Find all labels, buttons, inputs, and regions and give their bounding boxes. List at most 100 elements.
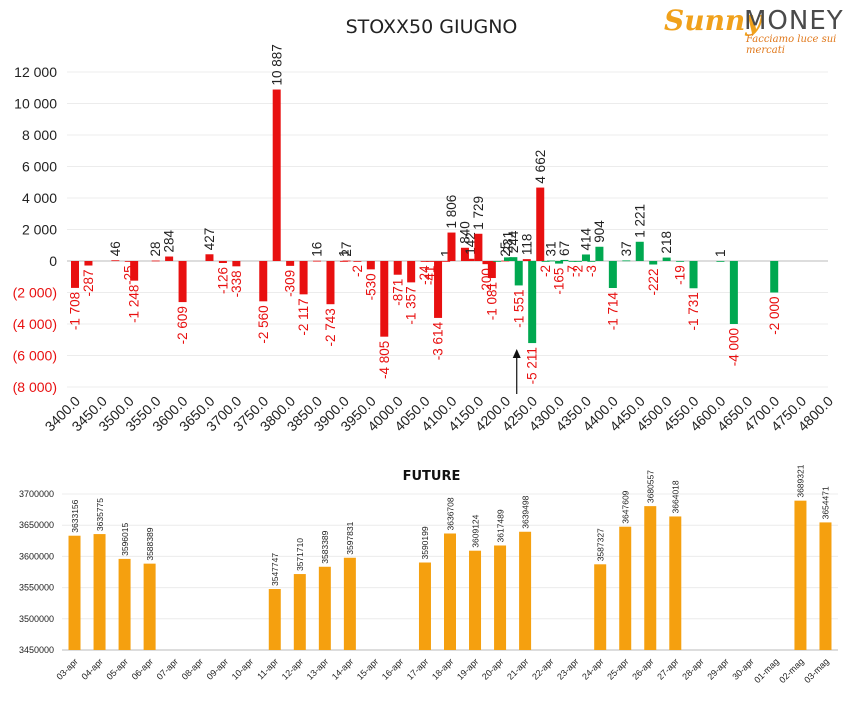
bar <box>151 260 160 262</box>
bar <box>339 260 348 262</box>
bar <box>770 261 779 293</box>
bar <box>482 261 491 265</box>
bar <box>442 260 451 262</box>
bar <box>794 500 807 650</box>
data-label: 67 <box>557 241 572 256</box>
y-tick-label: 10 000 <box>14 96 57 112</box>
bar <box>343 557 356 650</box>
data-label: -7 <box>565 265 580 277</box>
data-label: 3609124 <box>470 514 480 547</box>
bar <box>393 261 402 275</box>
bar <box>649 261 658 265</box>
data-label: 1 221 <box>632 204 647 238</box>
bar <box>509 257 518 261</box>
data-label: 284 <box>162 230 177 253</box>
data-label: 414 <box>579 227 594 250</box>
bar <box>662 257 671 261</box>
data-label: 4 662 <box>533 150 548 184</box>
data-label: 231 <box>501 231 516 254</box>
logo-tagline: Facciamo luce sui mercati <box>746 34 837 56</box>
data-label: -2 <box>350 265 365 277</box>
data-label: 3596015 <box>120 523 130 556</box>
data-label: -4 000 <box>726 328 741 366</box>
x-tick-label: 15-apr <box>355 656 380 681</box>
bar <box>568 261 577 262</box>
data-label: 3635775 <box>95 498 105 531</box>
data-label: -222 <box>646 268 661 295</box>
data-label: 244 <box>506 230 521 253</box>
data-label: 3597831 <box>345 521 355 554</box>
y-tick-label: 12 000 <box>14 64 57 80</box>
bar <box>205 254 214 261</box>
bar <box>560 259 569 261</box>
bar <box>819 522 832 650</box>
data-label: 1 729 <box>471 196 486 230</box>
bar <box>318 566 331 650</box>
bar <box>622 260 631 262</box>
data-label: 28 <box>148 242 163 257</box>
data-label: -530 <box>363 273 378 300</box>
x-tick-label: 06-apr <box>130 656 155 681</box>
data-label: 218 <box>659 231 674 254</box>
x-tick-label: 07-apr <box>155 656 180 681</box>
x-tick-label: 03-apr <box>54 656 79 681</box>
chart-title-future: FUTURE <box>402 469 461 484</box>
bar <box>407 261 416 283</box>
bar <box>474 233 483 261</box>
bar <box>676 261 685 262</box>
data-label: 3590199 <box>420 526 430 559</box>
bar <box>494 545 507 650</box>
y-tick-label: 3550000 <box>19 583 54 593</box>
bar <box>608 261 617 288</box>
data-label: -287 <box>81 270 96 297</box>
data-label: 3636708 <box>445 497 455 530</box>
bar <box>716 260 725 262</box>
bar <box>218 261 227 263</box>
x-tick-label: 03-mag <box>802 656 831 685</box>
stoxx50-open-interest-chart: (8 000) (6 000) (4 000) (2 000) 0 2 000 4 000 6… <box>13 44 837 434</box>
bar <box>232 261 241 267</box>
bar <box>594 564 607 650</box>
chart-title-stoxx50: STOXX50 GIUGNO <box>345 16 518 38</box>
bar <box>487 261 496 279</box>
y-tick-label: 3600000 <box>19 551 54 561</box>
y-tick-label: (4 000) <box>13 316 57 332</box>
bar <box>286 261 295 266</box>
bar <box>313 260 322 262</box>
data-label: -126 <box>215 267 230 294</box>
data-label: -2 609 <box>175 306 190 344</box>
bar <box>514 261 523 286</box>
bar <box>293 574 306 650</box>
x-tick-label: 20-apr <box>480 656 505 681</box>
bar <box>118 558 131 650</box>
x-tick-label: 13-apr <box>305 656 330 681</box>
bar <box>353 261 362 262</box>
data-label: 1 <box>439 249 454 257</box>
bar <box>541 261 550 262</box>
data-label: 904 <box>592 220 607 243</box>
bar <box>460 247 469 261</box>
y-tick-label: 2 000 <box>22 222 57 238</box>
bar <box>425 261 434 262</box>
bar <box>178 261 187 303</box>
data-label: 46 <box>108 241 123 256</box>
data-label: -338 <box>229 270 244 297</box>
bar <box>522 259 531 261</box>
data-label: -2 <box>538 265 553 277</box>
x-tick-label: 01-mag <box>752 656 781 685</box>
x-tick-label: 02-mag <box>777 656 806 685</box>
data-label: 427 <box>202 228 217 251</box>
logo-word: MONEY <box>744 6 844 36</box>
data-label: 10 887 <box>269 44 284 85</box>
bar <box>111 260 120 262</box>
x-tick-label: 18-apr <box>430 656 455 681</box>
bar <box>555 261 564 264</box>
price-arrow-head <box>512 349 521 358</box>
bar <box>469 550 482 650</box>
data-label: 31 <box>544 241 559 256</box>
bar <box>326 261 335 305</box>
data-label: 3547747 <box>270 553 280 586</box>
y-tick-label: 0 <box>49 253 57 269</box>
bar <box>635 241 644 261</box>
